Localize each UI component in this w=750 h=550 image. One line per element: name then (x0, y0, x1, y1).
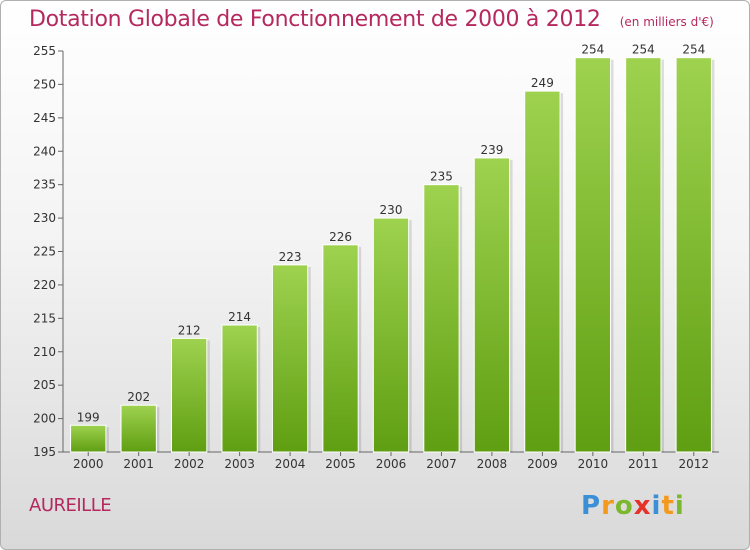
x-tick-label: 2006 (376, 457, 407, 471)
logo-letter: o (614, 491, 634, 521)
y-tick-label: 255 (33, 44, 56, 58)
commune-name: AUREILLE (29, 495, 112, 516)
bar-2007 (423, 184, 460, 453)
x-tick-label: 2004 (275, 457, 306, 471)
title-row: Dotation Globale de Fonctionnement de 20… (29, 7, 714, 32)
bar-value-label: 199 (77, 410, 100, 424)
y-tick-label: 230 (33, 211, 56, 225)
y-tick-label: 250 (33, 77, 56, 91)
x-tick-label: 2001 (123, 457, 154, 471)
bar-value-label: 230 (380, 203, 403, 217)
x-tick-label: 2007 (426, 457, 457, 471)
bar-value-label: 226 (329, 230, 352, 244)
bar-value-label: 223 (279, 250, 302, 264)
bar-value-label: 212 (178, 323, 201, 337)
bar-value-label: 214 (228, 310, 251, 324)
bars-group: 199 202 212 214 223 226 230 235 239 249 254 254 254 (70, 43, 715, 453)
x-tick-label: 2009 (527, 457, 558, 471)
bar-2004 (271, 264, 309, 453)
x-tick-label: 2003 (224, 457, 255, 471)
bar-2012 (675, 57, 712, 453)
bar-2000 (70, 424, 107, 453)
x-tick-label: 2011 (628, 457, 659, 471)
bar-2002 (170, 337, 208, 453)
x-tick-label: 2002 (174, 457, 205, 471)
bar-value-label: 254 (682, 43, 705, 57)
bar-2009 (524, 90, 561, 453)
bar-value-label: 202 (127, 390, 150, 404)
bar-2010 (574, 57, 612, 453)
logo-letter: r (601, 491, 615, 521)
bar-2005 (322, 244, 359, 453)
bar-value-label: 239 (480, 143, 503, 157)
logo-letter: i (674, 491, 685, 521)
y-tick-label: 245 (33, 111, 56, 125)
bar-2008 (473, 157, 511, 453)
x-axis-ticks: 2000 2001 2002 2003 2004 2005 2006 2007 2008 2009… (73, 452, 709, 471)
bar-value-label: 235 (430, 170, 453, 184)
x-tick-label: 2000 (73, 457, 104, 471)
x-tick-label: 2008 (477, 457, 508, 471)
bar-value-label: 254 (581, 43, 604, 57)
bar-2011 (625, 57, 662, 453)
x-tick-label: 2012 (678, 457, 709, 471)
y-tick-label: 205 (33, 378, 56, 392)
bar-value-label: 254 (632, 43, 655, 57)
logo-letter: t (661, 491, 675, 521)
y-tick-label: 235 (33, 178, 56, 192)
chart-unit-note: (en milliers d'€) (619, 15, 714, 29)
bar-2001 (120, 404, 157, 453)
bar-value-label: 249 (531, 76, 554, 90)
y-tick-label: 200 (33, 412, 56, 426)
y-tick-label: 225 (33, 245, 56, 259)
y-tick-label: 195 (33, 445, 56, 459)
y-tick-label: 210 (33, 345, 56, 359)
x-tick-label: 2010 (578, 457, 609, 471)
y-tick-label: 240 (33, 144, 56, 158)
y-tick-label: 220 (33, 278, 56, 292)
chart-title: Dotation Globale de Fonctionnement de 20… (29, 7, 601, 32)
y-axis-ticks: 195 200 205 210 215 220 225 230 235 240 245 250 255 (33, 44, 63, 459)
x-tick-label: 2005 (325, 457, 356, 471)
bar-2003 (221, 324, 258, 453)
y-tick-label: 215 (33, 311, 56, 325)
proxiti-logo[interactable]: Proxiti (581, 491, 685, 521)
bar-2006 (372, 217, 410, 453)
logo-letter: i (651, 491, 662, 521)
logo-letter: x (633, 491, 652, 521)
logo-letter: P (581, 491, 602, 521)
